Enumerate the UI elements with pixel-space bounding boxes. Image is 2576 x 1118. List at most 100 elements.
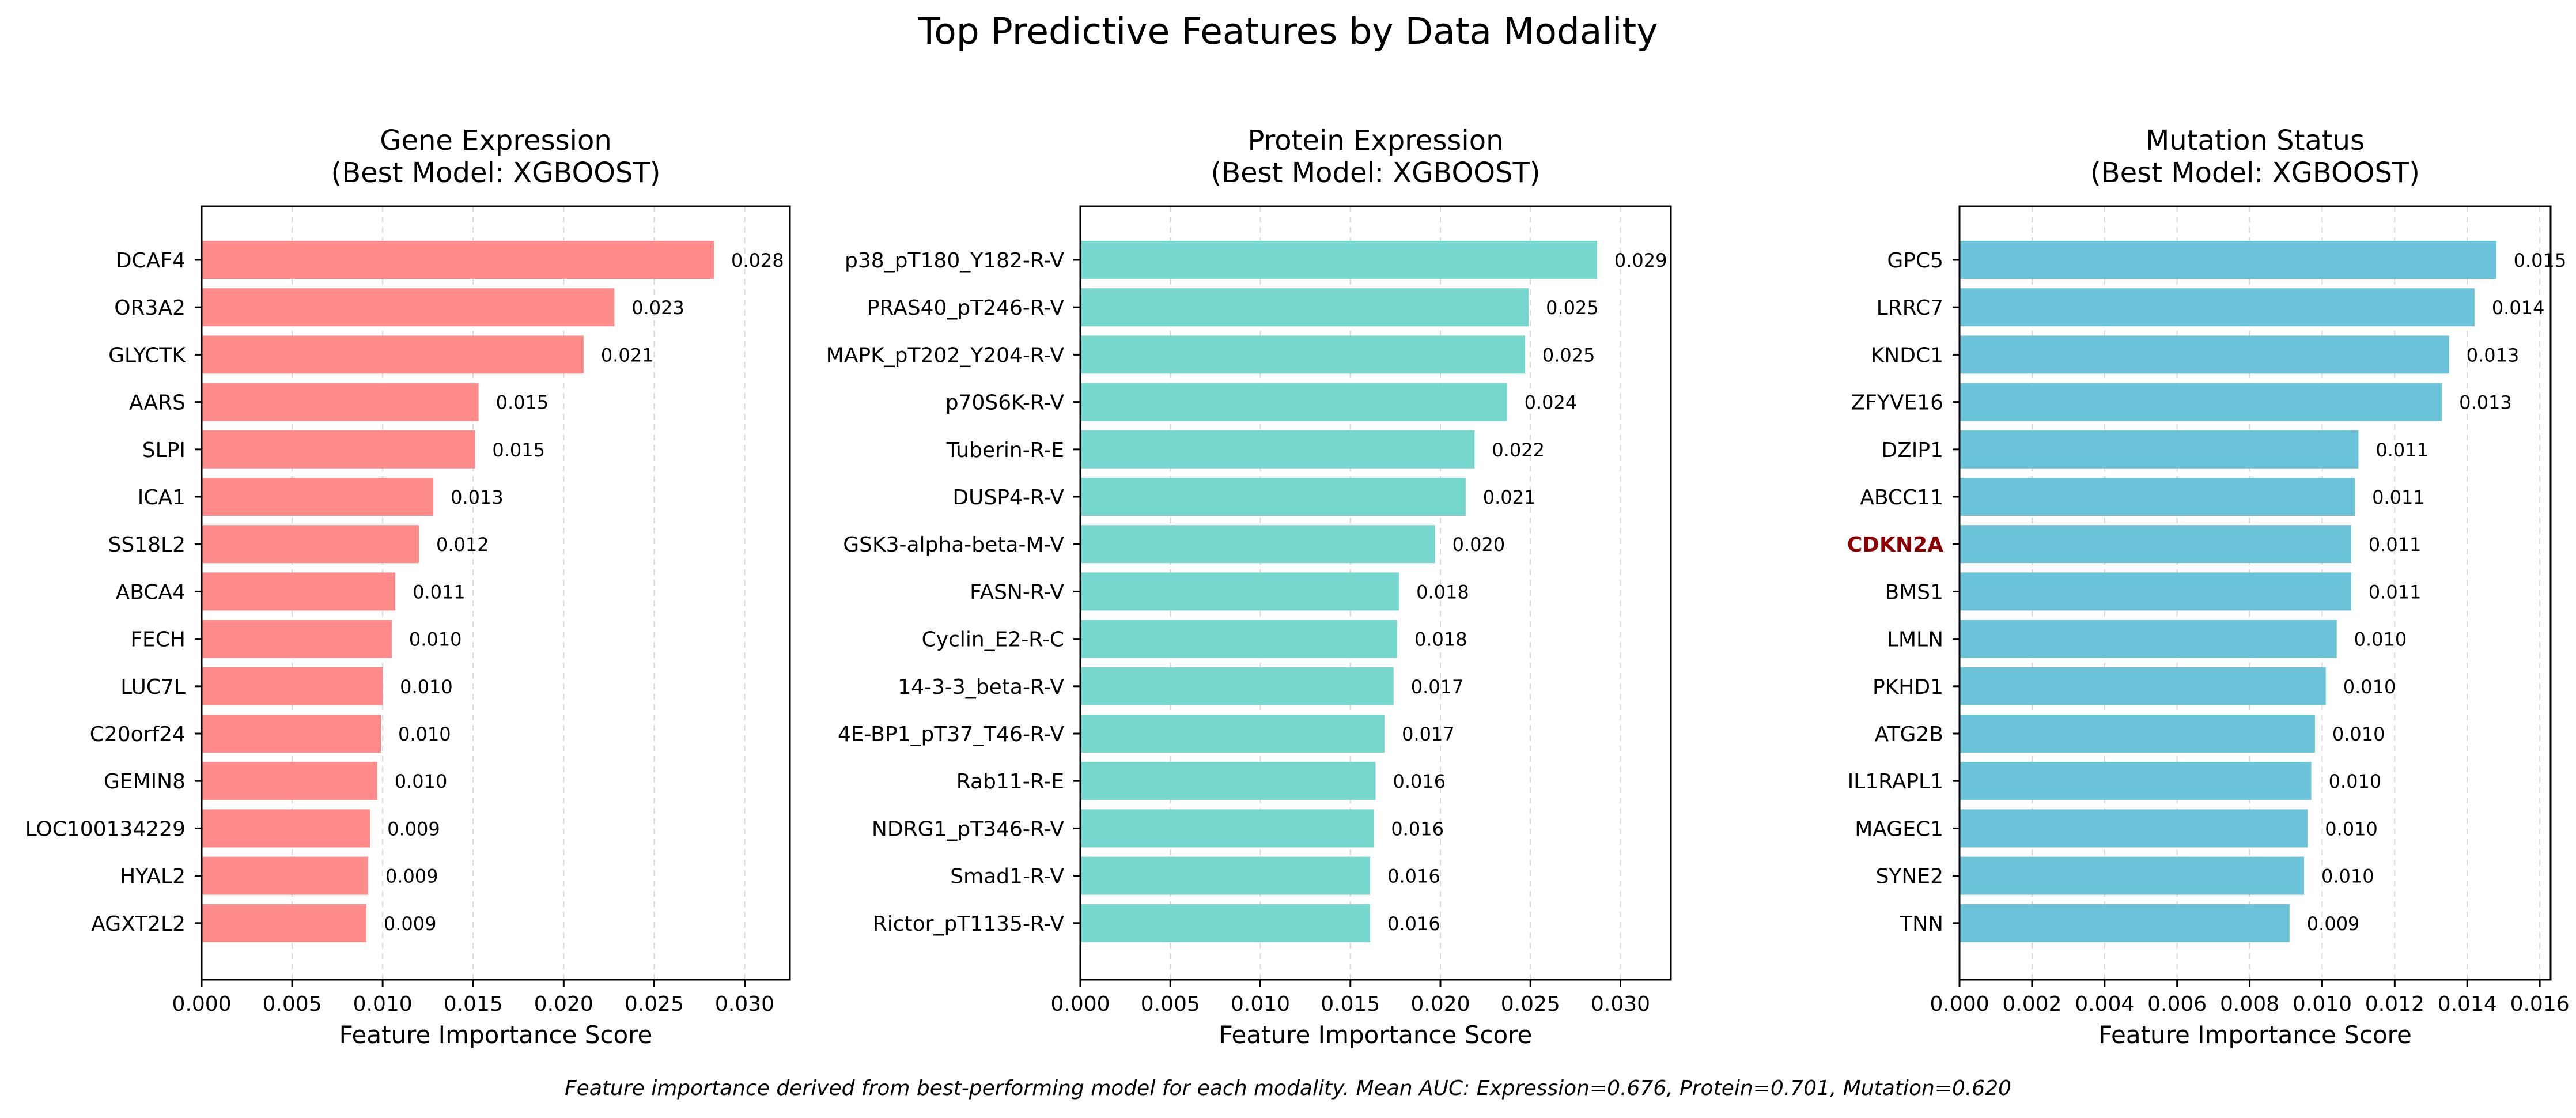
protein-bar-dusp4-r-v bbox=[1080, 478, 1466, 516]
gene-axes-frame bbox=[201, 205, 791, 981]
gene-value-label: 0.010 bbox=[400, 676, 453, 698]
protein-bar-pras40_pt246-r-v bbox=[1080, 288, 1529, 327]
gene-value-label: 0.009 bbox=[385, 866, 438, 887]
gene-bar-ss18l2 bbox=[202, 525, 419, 564]
gene-bar-c20orf24 bbox=[202, 715, 381, 753]
protein-bar-fasn-r-v bbox=[1080, 572, 1399, 611]
gene-value-label: 0.011 bbox=[413, 581, 466, 603]
mutation-bar-dzip1 bbox=[1960, 430, 2359, 469]
mutation-category-label: PKHD1 bbox=[1873, 675, 1943, 699]
protein-x-tick-label: 0.030 bbox=[1591, 992, 1650, 1016]
protein-panel-title-line: Protein Expression bbox=[1247, 124, 1503, 157]
mutation-bar-lrrc7 bbox=[1960, 288, 2475, 327]
protein-bar-p38_pt180_y182-r-v bbox=[1080, 241, 1597, 279]
mutation-value-label: 0.010 bbox=[2329, 770, 2382, 792]
protein-category-label: 4E-BP1_pT37_T46-R-V bbox=[838, 723, 1065, 746]
protein-value-label: 0.025 bbox=[1546, 297, 1599, 319]
mutation-x-tick-label: 0.008 bbox=[2220, 992, 2279, 1016]
gene-bar-gemin8 bbox=[202, 762, 377, 800]
mutation-bar-abcc11 bbox=[1960, 478, 2355, 516]
mutation-category-label: LMLN bbox=[1887, 628, 1943, 652]
gene-panel-title-line: (Best Model: XGBOOST) bbox=[331, 157, 660, 189]
mutation-category-label: CDKN2A bbox=[1847, 533, 1943, 557]
mutation-bar-bms1 bbox=[1960, 572, 2351, 611]
mutation-bar-lmln bbox=[1960, 620, 2337, 658]
protein-category-label: PRAS40_pT246-R-V bbox=[867, 296, 1065, 320]
protein-x-tick-label: 0.005 bbox=[1141, 992, 1200, 1016]
protein-value-label: 0.022 bbox=[1492, 439, 1545, 461]
gene-x-tick-label: 0.020 bbox=[534, 992, 593, 1016]
gene-value-label: 0.015 bbox=[492, 439, 545, 461]
gene-value-label: 0.009 bbox=[387, 818, 440, 840]
gene-bar-dcaf4 bbox=[202, 241, 714, 279]
mutation-bar-cdkn2a bbox=[1960, 525, 2351, 564]
protein-panel-title-line: (Best Model: XGBOOST) bbox=[1211, 157, 1540, 189]
mutation-category-label: IL1RAPL1 bbox=[1848, 770, 1943, 794]
mutation-bar-gpc5 bbox=[1960, 241, 2496, 279]
protein-category-label: p70S6K-R-V bbox=[945, 391, 1065, 415]
protein-bar-p70s6k-r-v bbox=[1080, 383, 1507, 421]
mutation-bar-magec1 bbox=[1960, 809, 2308, 848]
protein-category-label: GSK3-alpha-beta-M-V bbox=[843, 533, 1064, 557]
gene-bar-luc7l bbox=[202, 667, 383, 705]
gene-bar-fech bbox=[202, 620, 392, 658]
mutation-bar-kndc1 bbox=[1960, 335, 2449, 374]
gene-x-tick-label: 0.000 bbox=[172, 992, 231, 1016]
gene-x-tick-label: 0.005 bbox=[263, 992, 322, 1016]
gene-x-axis-label: Feature Importance Score bbox=[339, 1021, 653, 1049]
mutation-value-label: 0.013 bbox=[2459, 392, 2512, 414]
gene-value-label: 0.010 bbox=[398, 723, 451, 745]
mutation-value-label: 0.010 bbox=[2332, 723, 2385, 745]
mutation-bar-zfyve16 bbox=[1960, 383, 2442, 421]
protein-bar-rictor_pt1135-r-v bbox=[1080, 904, 1371, 942]
protein-value-label: 0.016 bbox=[1387, 913, 1440, 935]
gene-x-tick-label: 0.010 bbox=[353, 992, 413, 1016]
mutation-bar-pkhd1 bbox=[1960, 667, 2326, 705]
gene-bar-hyal2 bbox=[202, 856, 369, 895]
mutation-category-label: LRRC7 bbox=[1877, 296, 1943, 320]
gene-bar-aars bbox=[202, 383, 479, 421]
gene-category-label: AGXT2L2 bbox=[91, 912, 186, 936]
mutation-bar-syne2 bbox=[1960, 856, 2304, 895]
mutation-x-tick-label: 0.010 bbox=[2293, 992, 2352, 1016]
gene-category-label: AARS bbox=[129, 391, 186, 415]
protein-value-label: 0.025 bbox=[1542, 344, 1595, 366]
protein-category-label: Cyclin_E2-R-C bbox=[922, 628, 1064, 652]
gene-value-label: 0.012 bbox=[436, 534, 489, 556]
mutation-x-tick-label: 0.004 bbox=[2075, 992, 2134, 1016]
protein-x-tick-label: 0.015 bbox=[1321, 992, 1380, 1016]
gene-bar-ica1 bbox=[202, 478, 434, 516]
protein-value-label: 0.018 bbox=[1414, 629, 1467, 651]
gene-bar-glyctk bbox=[202, 335, 584, 374]
gene-category-label: HYAL2 bbox=[120, 865, 186, 889]
protein-category-label: Smad1-R-V bbox=[950, 865, 1064, 889]
protein-category-label: 14-3-3_beta-R-V bbox=[898, 675, 1064, 699]
protein-x-tick-label: 0.020 bbox=[1410, 992, 1470, 1016]
gene-value-label: 0.010 bbox=[395, 770, 448, 792]
protein-x-tick-label: 0.025 bbox=[1501, 992, 1560, 1016]
gene-category-label: DCAF4 bbox=[116, 249, 186, 273]
protein-bar-14-3-3_beta-r-v bbox=[1080, 667, 1394, 705]
mutation-value-label: 0.010 bbox=[2321, 866, 2374, 887]
mutation-value-label: 0.011 bbox=[2369, 581, 2422, 603]
gene-x-tick-label: 0.025 bbox=[625, 992, 684, 1016]
gene-category-label: GLYCTK bbox=[108, 343, 186, 367]
gene-bar-loc100134229 bbox=[202, 809, 370, 848]
protein-category-label: DUSP4-R-V bbox=[952, 486, 1064, 509]
mutation-x-tick-label: 0.002 bbox=[2002, 992, 2061, 1016]
mutation-value-label: 0.010 bbox=[2343, 676, 2396, 698]
protein-value-label: 0.020 bbox=[1452, 534, 1505, 556]
gene-category-label: ICA1 bbox=[138, 486, 186, 509]
gene-category-label: FECH bbox=[130, 628, 186, 652]
protein-value-label: 0.029 bbox=[1614, 250, 1667, 271]
protein-value-label: 0.024 bbox=[1525, 392, 1578, 414]
protein-x-tick-label: 0.010 bbox=[1231, 992, 1290, 1016]
mutation-category-label: BMS1 bbox=[1885, 580, 1943, 604]
mutation-value-label: 0.010 bbox=[2354, 629, 2407, 651]
gene-x-tick-label: 0.030 bbox=[715, 992, 774, 1016]
protein-bar-tuberin-r-e bbox=[1080, 430, 1475, 469]
gene-panel-title-line: Gene Expression bbox=[380, 124, 612, 157]
mutation-value-label: 0.011 bbox=[2375, 439, 2429, 461]
protein-category-label: Rab11-R-E bbox=[956, 770, 1064, 794]
gene-category-label: SS18L2 bbox=[108, 533, 186, 557]
